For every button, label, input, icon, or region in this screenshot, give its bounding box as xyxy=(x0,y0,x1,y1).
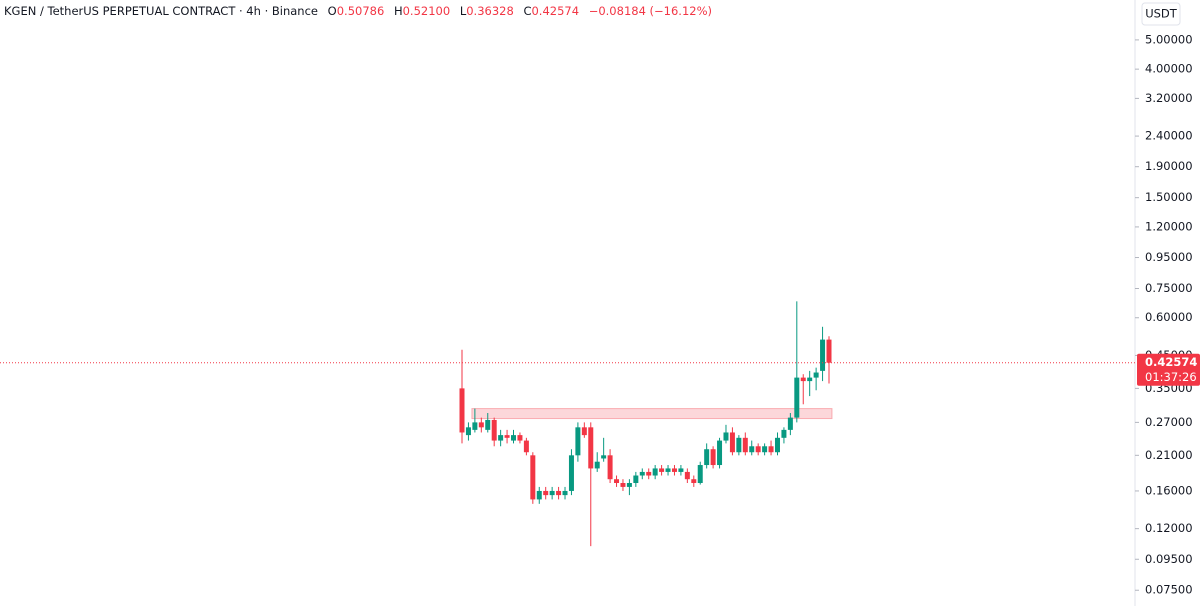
candle-body xyxy=(588,427,594,469)
candle-body xyxy=(498,435,504,441)
unit-label: USDT xyxy=(1145,7,1178,21)
candle-body xyxy=(633,475,639,484)
candle-body xyxy=(826,339,832,363)
y-tick-label: 4.00000 xyxy=(1145,62,1193,76)
candle-body xyxy=(684,471,690,480)
ohlc-label: H xyxy=(393,4,403,18)
candle-body xyxy=(491,419,497,441)
candle-body xyxy=(568,455,574,491)
candle-body xyxy=(523,440,529,453)
candle-body xyxy=(813,372,819,378)
ohlc-label: L xyxy=(459,4,467,18)
ohlc-value: 0.52100 xyxy=(402,4,451,18)
candle-body xyxy=(465,427,471,436)
y-tick-label: 3.20000 xyxy=(1145,91,1193,105)
y-tick-label: 0.95000 xyxy=(1145,250,1193,264)
candle-body xyxy=(504,435,510,438)
y-tick-label: 1.20000 xyxy=(1145,219,1193,233)
candle-body xyxy=(562,490,568,496)
candle-body xyxy=(556,490,562,496)
candle-body xyxy=(620,483,626,487)
last-price-label: 0.42574 xyxy=(1145,355,1197,369)
candle-body xyxy=(736,437,742,453)
y-tick-label: 0.16000 xyxy=(1145,483,1193,497)
ohlc-value: 0.42574 xyxy=(531,4,580,18)
candle-body xyxy=(511,435,517,441)
candle-body xyxy=(652,468,658,476)
candle-body xyxy=(807,377,813,382)
ohlc-label: C xyxy=(523,4,532,18)
candle-body xyxy=(787,417,793,430)
candle-body xyxy=(646,471,652,476)
candle-body xyxy=(671,468,677,472)
candle-body xyxy=(594,461,600,469)
candle-body xyxy=(549,490,555,496)
y-tick-label: 0.75000 xyxy=(1145,281,1193,295)
candle-body xyxy=(723,432,729,441)
candle-body xyxy=(626,483,632,487)
candle-body xyxy=(742,437,748,453)
change: −0.08184 (−16.12%) xyxy=(588,4,713,18)
y-tick-label: 0.21000 xyxy=(1145,448,1193,462)
candle-body xyxy=(768,446,774,453)
y-tick-label: 0.60000 xyxy=(1145,310,1193,324)
candle-body xyxy=(601,455,607,459)
candle-body xyxy=(614,479,620,484)
candle-body xyxy=(639,471,645,476)
y-tick-label: 5.00000 xyxy=(1145,32,1193,46)
candle-body xyxy=(678,468,684,472)
candle-body xyxy=(459,388,465,433)
y-tick-label: 1.90000 xyxy=(1145,159,1193,173)
candle-body xyxy=(530,455,536,500)
candle-body xyxy=(794,377,800,418)
candle-body xyxy=(781,429,787,438)
candle-body xyxy=(729,432,735,453)
symbol: KGEN / TetherUS PERPETUAL CONTRACT · 4h … xyxy=(4,4,318,18)
y-tick-label: 1.50000 xyxy=(1145,190,1193,204)
candle-body xyxy=(755,446,761,453)
candle-body xyxy=(517,435,523,441)
y-tick-label: 0.12000 xyxy=(1145,521,1193,535)
candle-body xyxy=(697,465,703,484)
candle-body xyxy=(762,446,768,453)
candle-body xyxy=(665,468,671,472)
candle-body xyxy=(800,377,806,382)
candle-body xyxy=(543,490,549,496)
y-tick-label: 0.07500 xyxy=(1145,583,1193,597)
candle-body xyxy=(717,440,723,466)
candle-body xyxy=(704,449,710,466)
candle-body xyxy=(581,427,587,436)
candle-body xyxy=(478,422,484,428)
y-tick-label: 0.27000 xyxy=(1145,415,1193,429)
candle-body xyxy=(691,479,697,484)
ohlc-value: 0.36328 xyxy=(466,4,514,18)
unit-box xyxy=(1141,2,1181,26)
candle-body xyxy=(472,422,478,430)
candle-body xyxy=(710,449,716,466)
candle-body xyxy=(749,446,755,453)
ohlc-label: O xyxy=(327,4,337,18)
countdown: 01:37:26 xyxy=(1145,370,1197,384)
highlight-zone xyxy=(471,408,833,420)
y-tick-label: 0.09500 xyxy=(1145,552,1193,566)
ohlc-value: 0.50786 xyxy=(336,4,385,18)
candle-body xyxy=(607,455,613,480)
y-tick-label: 2.40000 xyxy=(1145,129,1193,143)
candle-body xyxy=(820,339,826,371)
candle-body xyxy=(536,490,542,500)
legend-header: KGEN / TetherUS PERPETUAL CONTRACT · 4h … xyxy=(4,4,712,18)
candle-body xyxy=(485,419,491,430)
candle-body xyxy=(575,427,581,456)
candle-body xyxy=(659,468,665,472)
candle-body xyxy=(774,437,780,453)
last-price-box xyxy=(1137,353,1200,386)
